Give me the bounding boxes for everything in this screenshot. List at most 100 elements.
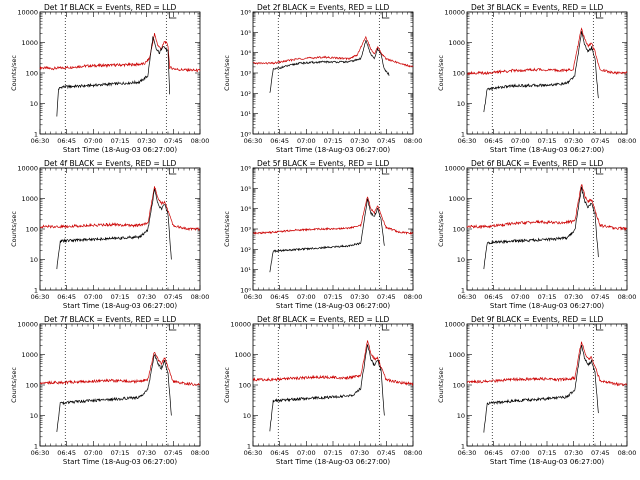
y-tick-label: 10: [30, 412, 38, 420]
x-tick-label: 07:00: [511, 449, 530, 457]
x-tick-label: 08:00: [404, 449, 423, 457]
x-tick-label: 07:30: [564, 137, 583, 145]
lld-series-line: [39, 32, 201, 73]
bracket-marker: [168, 168, 177, 175]
y-tick-label: 100: [453, 382, 465, 390]
x-tick-label: 06:30: [31, 137, 50, 145]
chart-title: Det 5f BLACK = Events, RED = LLD: [257, 159, 390, 168]
y-tick-label: 1: [34, 131, 38, 139]
x-tick-label: 07:45: [591, 293, 610, 301]
y-tick-label: 1000: [234, 351, 251, 359]
lld-series-line: [252, 35, 414, 68]
x-tick-label: 06:30: [31, 449, 50, 457]
y-tick-label: 10⁴: [240, 205, 251, 213]
lld-series-line: [466, 341, 628, 387]
x-axis-label: Start Time (18-Aug-03 06:27:00): [490, 458, 604, 466]
x-axis-label: Start Time (18-Aug-03 06:27:00): [490, 146, 604, 154]
y-tick-label: 10000: [17, 165, 38, 173]
chart-panel: Det 6f BLACK = Events, RED = LLD 1 10 100 10…: [437, 159, 636, 310]
y-tick-label: 10000: [444, 165, 465, 173]
x-tick-label: 06:45: [57, 137, 76, 145]
chart-title: Det 3f BLACK = Events, RED = LLD: [471, 3, 604, 12]
chart-panel: Det 2f BLACK = Events, RED = LLD 10⁰ 10¹ 10…: [223, 3, 422, 154]
y-tick-label: 100: [453, 226, 465, 234]
x-tick-label: 07:45: [591, 449, 610, 457]
bracket-marker: [595, 324, 604, 331]
y-tick-label: 1000: [21, 351, 38, 359]
chart-title: Det 1f BLACK = Events, RED = LLD: [44, 3, 177, 12]
y-tick-label: 10⁵: [240, 29, 251, 37]
y-axis-label: Counts/sec: [10, 367, 18, 403]
y-axis-label: Counts/sec: [223, 55, 231, 91]
x-tick-label: 07:15: [538, 137, 557, 145]
x-tick-label: 07:00: [297, 137, 316, 145]
x-tick-label: 06:45: [270, 137, 289, 145]
y-tick-label: 10000: [230, 321, 251, 329]
x-tick-label: 07:15: [538, 293, 557, 301]
lld-series-line: [39, 186, 201, 232]
x-tick-label: 07:00: [511, 137, 530, 145]
y-axis-label: Counts/sec: [437, 367, 445, 403]
y-tick-label: 1000: [21, 39, 38, 47]
y-tick-label: 1000: [21, 195, 38, 203]
y-tick-label: 100: [26, 382, 38, 390]
y-tick-label: 10: [30, 256, 38, 264]
x-tick-label: 07:30: [350, 449, 369, 457]
chart-title: Det 2f BLACK = Events, RED = LLD: [257, 3, 390, 12]
x-tick-label: 06:45: [484, 449, 503, 457]
y-tick-label: 100: [26, 226, 38, 234]
x-tick-label: 07:00: [511, 293, 530, 301]
x-tick-label: 07:15: [324, 137, 343, 145]
x-axis-label: Start Time (18-Aug-03 06:27:00): [276, 458, 390, 466]
plot-frame: [39, 167, 201, 291]
y-tick-label: 100: [239, 382, 251, 390]
x-tick-label: 08:00: [618, 137, 637, 145]
x-tick-label: 07:00: [84, 293, 103, 301]
y-tick-label: 1000: [448, 195, 465, 203]
x-tick-label: 07:15: [111, 293, 130, 301]
bracket-marker: [168, 324, 177, 331]
x-tick-label: 07:30: [564, 293, 583, 301]
plot-frame: [466, 167, 628, 291]
x-tick-label: 07:45: [377, 449, 396, 457]
chart-panel: Det 9f BLACK = Events, RED = LLD 1 10 100 10…: [437, 315, 636, 466]
y-tick-label: 1: [461, 443, 465, 451]
y-tick-label: 1: [461, 131, 465, 139]
y-axis-label: Counts/sec: [223, 367, 231, 403]
x-tick-label: 06:45: [57, 293, 76, 301]
x-tick-label: 06:30: [31, 293, 50, 301]
events-series-line: [56, 36, 171, 117]
y-axis-label: Counts/sec: [10, 211, 18, 247]
y-tick-label: 10⁰: [240, 287, 251, 295]
chart-panel: Det 7f BLACK = Events, RED = LLD 1 10 100 10…: [10, 315, 209, 466]
x-tick-label: 07:30: [564, 449, 583, 457]
x-tick-label: 07:45: [591, 137, 610, 145]
x-axis-label: Start Time (18-Aug-03 06:27:00): [490, 302, 604, 310]
y-axis-label: Counts/sec: [10, 55, 18, 91]
x-tick-label: 08:00: [191, 449, 210, 457]
bracket-marker: [381, 12, 390, 19]
y-tick-label: 10¹: [240, 110, 251, 118]
chart-title: Det 7f BLACK = Events, RED = LLD: [44, 315, 177, 324]
x-tick-label: 06:30: [458, 293, 477, 301]
x-tick-label: 07:00: [84, 137, 103, 145]
x-axis-label: Start Time (18-Aug-03 06:27:00): [63, 302, 177, 310]
chart-title: Det 4f BLACK = Events, RED = LLD: [44, 159, 177, 168]
lld-series-line: [252, 340, 414, 387]
x-tick-label: 07:30: [137, 449, 156, 457]
plot-frame: [39, 11, 201, 135]
chart-panel: Det 4f BLACK = Events, RED = LLD 1 10 100 10…: [10, 159, 209, 310]
x-tick-label: 07:45: [377, 137, 396, 145]
x-tick-label: 07:45: [377, 293, 396, 301]
y-axis-label: Counts/sec: [223, 211, 231, 247]
x-tick-label: 07:15: [538, 449, 557, 457]
x-tick-label: 07:00: [297, 449, 316, 457]
x-tick-label: 07:30: [137, 293, 156, 301]
bracket-marker: [381, 168, 390, 175]
y-tick-label: 10: [457, 100, 465, 108]
y-axis-label: Counts/sec: [437, 211, 445, 247]
x-tick-label: 07:45: [164, 137, 183, 145]
x-tick-label: 07:15: [324, 449, 343, 457]
y-tick-label: 10000: [17, 321, 38, 329]
chart-panel: Det 3f BLACK = Events, RED = LLD 1 10 100 10…: [437, 3, 636, 154]
